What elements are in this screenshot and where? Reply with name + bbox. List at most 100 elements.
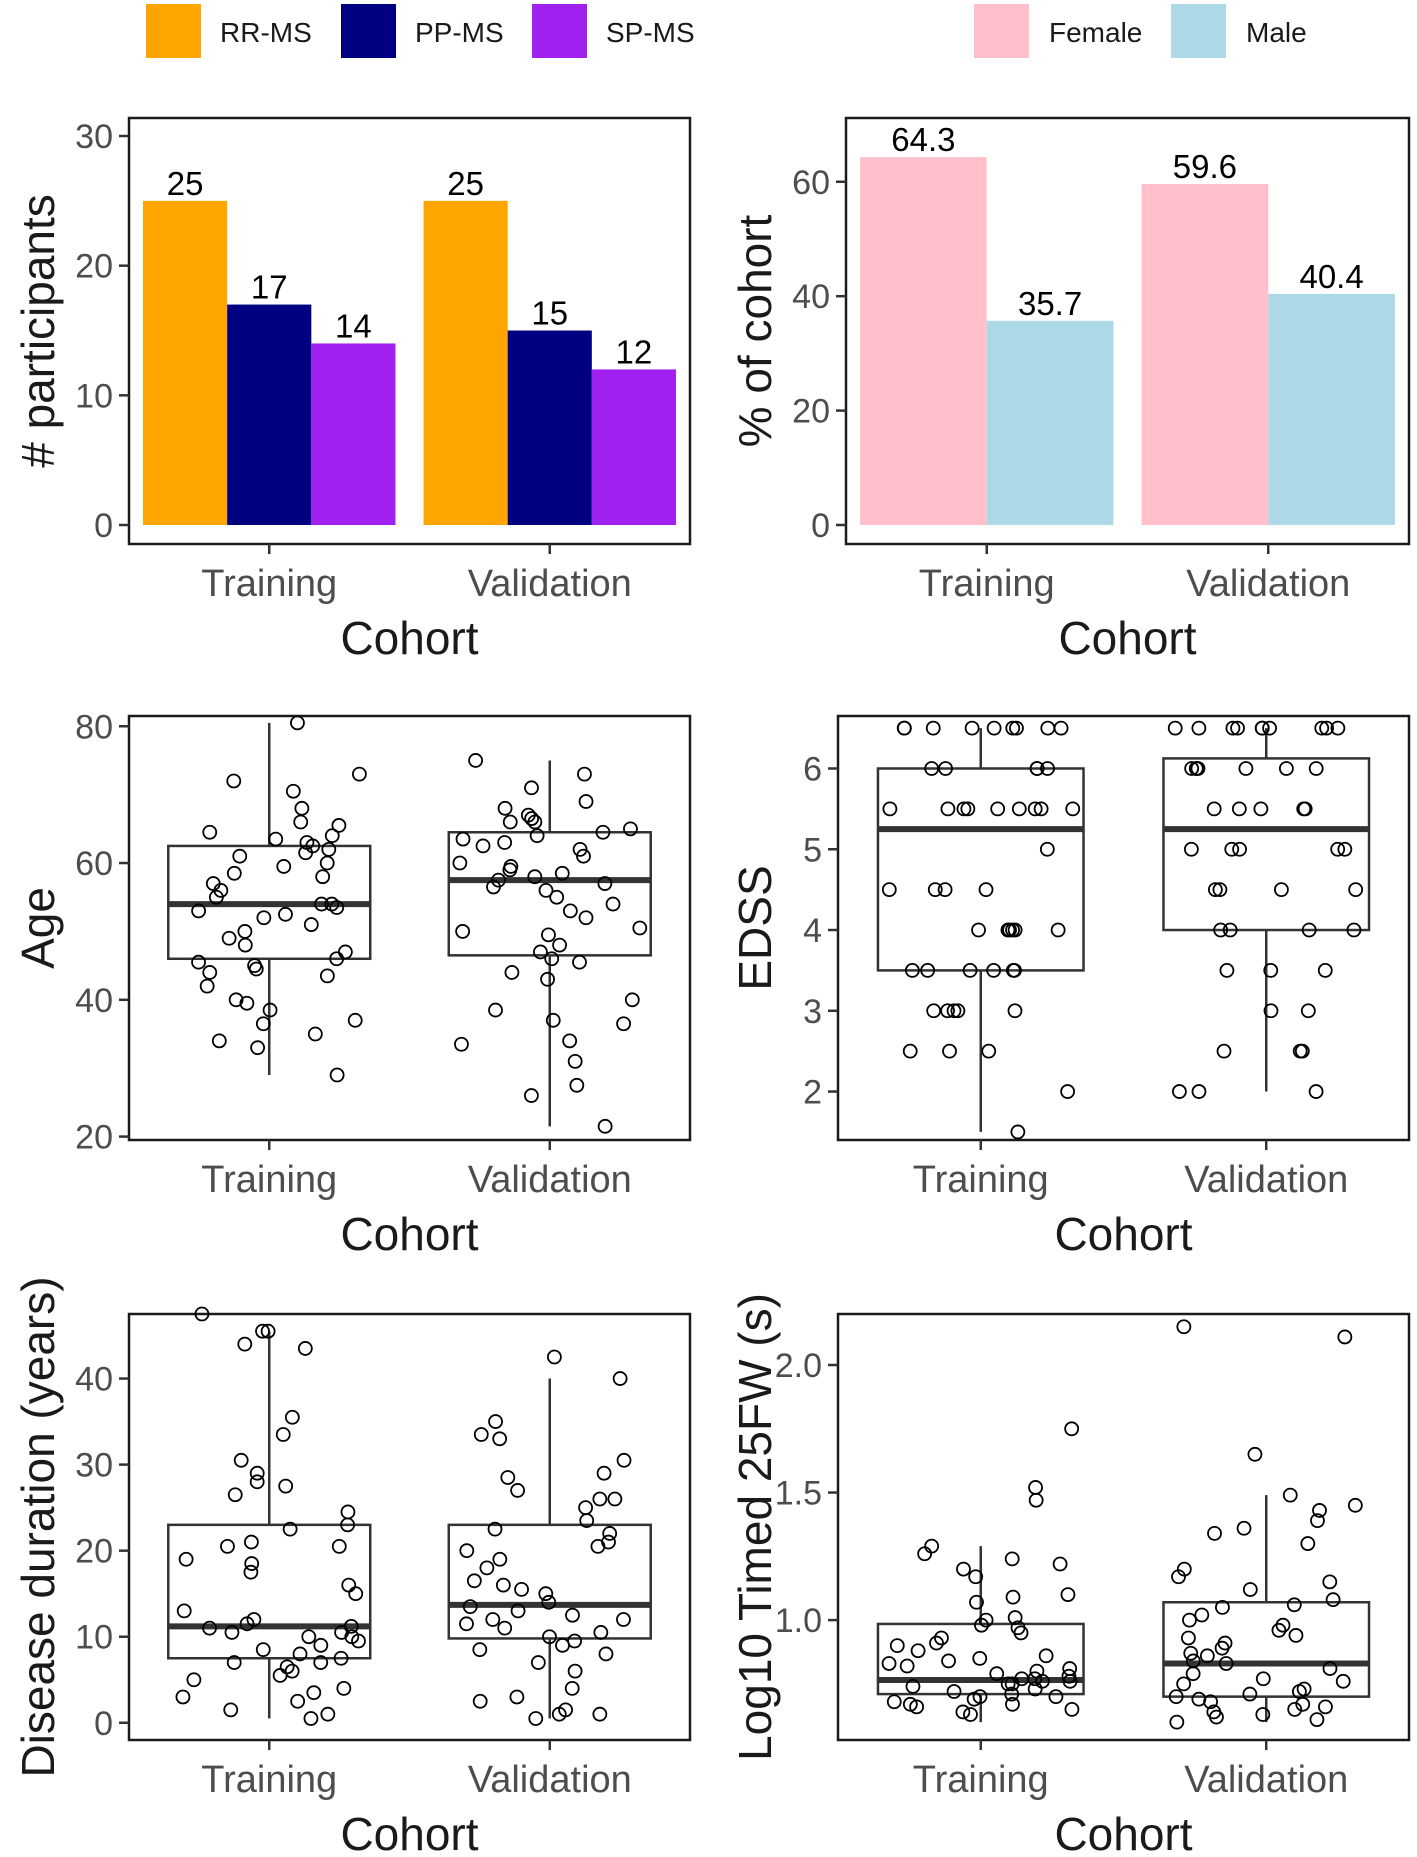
data-point-training xyxy=(986,963,1002,978)
data-point-validation xyxy=(495,1577,511,1593)
data-point-validation xyxy=(1322,1661,1338,1676)
data-point-validation xyxy=(486,879,501,895)
data-point-training xyxy=(313,1655,329,1670)
y-tick-label: 4 xyxy=(803,912,822,950)
y-axis-title: % of cohort xyxy=(729,214,781,447)
x-tick-label-validation: Validation xyxy=(468,563,632,605)
data-point-validation xyxy=(1347,1497,1363,1513)
data-point-training xyxy=(1061,1668,1077,1684)
data-point-training xyxy=(946,1684,962,1699)
data-point-training xyxy=(208,889,224,905)
y-axis-title: EDSS xyxy=(729,865,781,990)
data-point-validation xyxy=(1194,1607,1210,1623)
data-point-validation xyxy=(1292,1043,1308,1059)
data-point-training xyxy=(960,801,976,817)
data-label-rr-ms-training: 25 xyxy=(167,165,204,202)
data-point-training xyxy=(1048,1689,1064,1705)
data-label-sp-ms-training: 14 xyxy=(335,307,372,344)
data-label-sp-ms-validation: 12 xyxy=(616,333,653,370)
y-tick-label: 20 xyxy=(75,1533,113,1571)
data-point-validation xyxy=(497,1620,513,1636)
data-point-training xyxy=(351,766,367,782)
legend-label-female: Female xyxy=(1049,17,1142,48)
legend-swatch-female xyxy=(974,4,1029,58)
y-tick-label: 2.0 xyxy=(775,1347,822,1385)
data-point-training xyxy=(881,1656,897,1671)
data-point-training xyxy=(191,954,206,970)
data-point-training xyxy=(881,882,897,898)
x-tick-label-validation: Validation xyxy=(468,1759,632,1801)
data-point-training xyxy=(1005,963,1021,978)
data-point-training xyxy=(956,801,972,817)
data-point-training xyxy=(348,1586,364,1602)
data-point-training xyxy=(1028,1480,1043,1495)
data-point-validation xyxy=(572,841,588,857)
data-point-training xyxy=(294,800,310,816)
panel-border xyxy=(836,1312,1411,1742)
data-point-validation xyxy=(592,1491,608,1507)
data-point-validation xyxy=(597,1118,613,1134)
data-point-validation xyxy=(623,821,638,837)
data-point-validation xyxy=(544,951,560,967)
data-point-training xyxy=(239,995,255,1011)
data-point-validation xyxy=(1330,841,1346,857)
data-point-validation xyxy=(497,800,513,816)
data-point-training xyxy=(1040,720,1056,736)
data-point-validation xyxy=(510,1483,526,1498)
data-point-training xyxy=(968,1569,984,1585)
data-point-training xyxy=(314,896,329,912)
data-point-validation xyxy=(455,924,471,939)
data-point-training xyxy=(955,1704,971,1720)
data-point-training xyxy=(292,1646,308,1662)
x-axis-title: Cohort xyxy=(1054,1808,1192,1857)
data-point-training xyxy=(194,1306,210,1322)
data-point-validation xyxy=(1232,841,1247,857)
data-point-validation xyxy=(1218,1656,1234,1671)
data-point-validation xyxy=(1282,1487,1298,1503)
disease-duration-box-plot: 0 10 20 30 40 Disease duration (years) Trainin… xyxy=(12,1276,692,1857)
data-point-training xyxy=(186,1672,202,1688)
age-box-plot: 20 40 60 80 Age Training Validation Cohort xyxy=(12,708,692,1260)
data-point-training xyxy=(220,1538,235,1554)
x-tick-label-validation: Validation xyxy=(1184,1759,1348,1801)
data-point-training xyxy=(1004,1676,1020,1692)
data-point-training xyxy=(940,801,956,817)
data-point-training xyxy=(250,1040,266,1056)
data-point-training xyxy=(275,1427,291,1442)
data-point-validation xyxy=(1207,882,1223,898)
data-point-validation xyxy=(1207,1525,1222,1541)
data-point-training xyxy=(969,1594,984,1610)
data-point-training xyxy=(248,961,264,977)
data-point-validation xyxy=(530,1655,546,1670)
data-point-validation xyxy=(1206,801,1222,817)
data-point-validation xyxy=(492,1551,508,1567)
y-tick-label: 0 xyxy=(94,1705,113,1743)
data-point-validation xyxy=(510,1603,526,1619)
data-point-validation xyxy=(578,1500,593,1516)
data-point-training xyxy=(331,1538,347,1554)
data-point-validation xyxy=(1337,1329,1353,1345)
data-point-validation xyxy=(1167,720,1183,736)
data-point-validation xyxy=(1183,841,1199,857)
data-point-validation xyxy=(1238,761,1254,776)
data-point-training xyxy=(256,910,272,926)
y-tick-label: 40 xyxy=(75,982,113,1020)
data-point-training xyxy=(297,1341,313,1356)
data-point-training xyxy=(202,1620,217,1636)
data-point-validation xyxy=(1242,1582,1258,1597)
y-tick-label: 10 xyxy=(75,1619,113,1657)
data-point-validation xyxy=(576,848,591,864)
legend-label-male: Male xyxy=(1246,17,1307,48)
bar-sp-ms-validation xyxy=(591,369,676,525)
data-point-training xyxy=(1039,841,1055,857)
data-point-training xyxy=(223,1702,239,1718)
y-tick-label: 1.0 xyxy=(775,1602,822,1640)
data-point-validation xyxy=(1216,1043,1232,1059)
data-point-training xyxy=(950,1003,966,1019)
data-point-training xyxy=(351,1633,366,1649)
edss-box-plot: 2 3 4 5 6 EDSS Training Validation Cohort xyxy=(729,714,1411,1260)
data-point-validation xyxy=(1213,922,1229,938)
data-point-validation xyxy=(1222,922,1238,938)
data-point-training xyxy=(962,963,978,978)
